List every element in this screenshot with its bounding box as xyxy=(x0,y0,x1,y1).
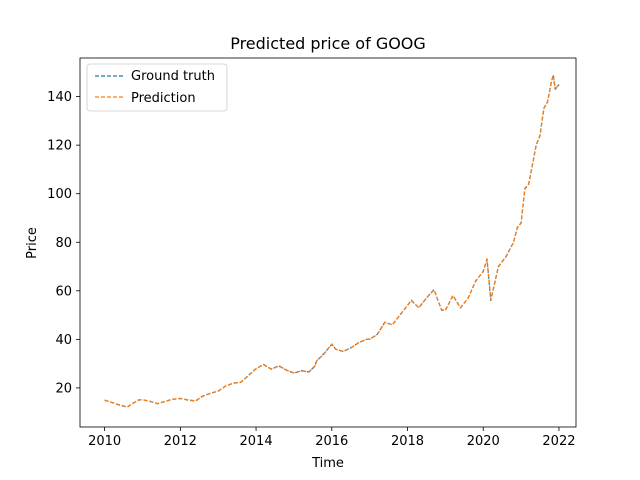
x-tick-label: 2022 xyxy=(542,434,575,449)
y-tick-label: 140 xyxy=(47,90,72,105)
y-tick-label: 100 xyxy=(47,187,72,202)
x-tick-label: 2020 xyxy=(467,434,500,449)
legend-label-prediction: Prediction xyxy=(131,91,196,106)
plot-frame xyxy=(79,57,577,428)
series-line-prediction xyxy=(104,74,560,408)
y-tick-label: 120 xyxy=(47,139,72,154)
x-tick-label: 2010 xyxy=(88,434,121,449)
x-tick-label: 2012 xyxy=(164,434,197,449)
y-tick-label: 40 xyxy=(55,333,72,348)
y-axis-label: Price xyxy=(25,227,40,259)
y-tick-label: 60 xyxy=(55,284,72,299)
x-axis-label: Time xyxy=(311,456,344,471)
x-tick-label: 2014 xyxy=(240,434,273,449)
legend-label-ground-truth: Ground truth xyxy=(131,69,215,84)
x-tick-label: 2016 xyxy=(315,434,348,449)
x-tick-label: 2018 xyxy=(391,434,424,449)
plot-background xyxy=(80,58,576,427)
y-tick-label: 20 xyxy=(55,381,72,396)
series-group xyxy=(104,74,560,408)
axes-group: 2010 2012 2014 2016 2018 2020 2022 20 40 60 80 100 1… xyxy=(47,90,575,449)
chart-title: Predicted price of GOOG xyxy=(230,34,426,53)
legend: Ground truth Prediction xyxy=(86,63,228,112)
y-tick-label: 80 xyxy=(55,236,72,251)
